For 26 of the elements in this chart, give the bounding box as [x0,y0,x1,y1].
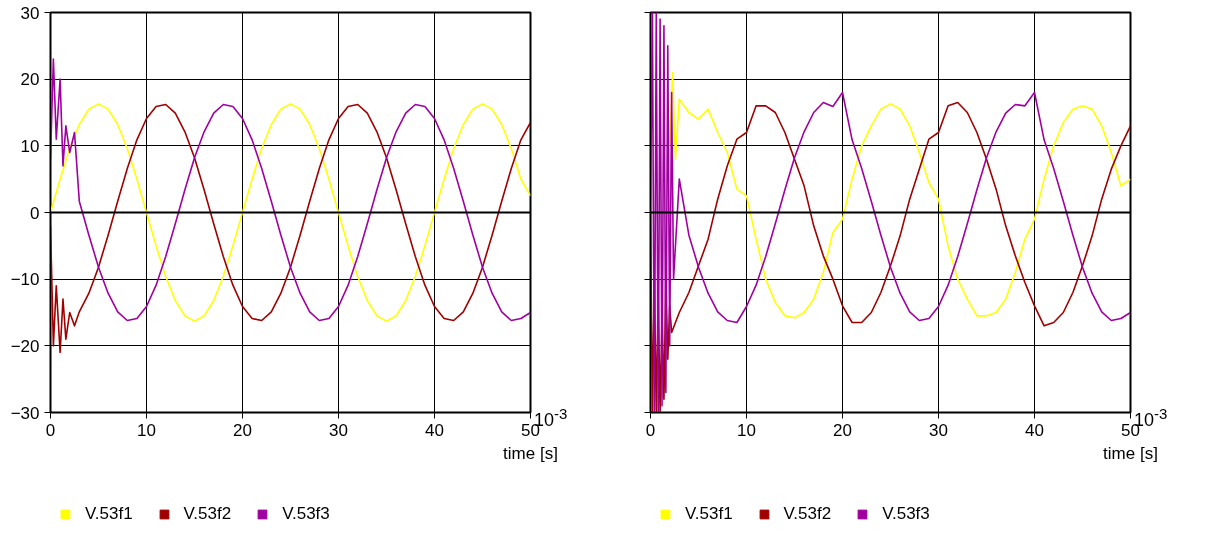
legend-label: V.53f3 [282,504,330,524]
y-tick-label: 20 [20,70,40,90]
x-tick-label: 10 [137,420,156,440]
line-series [50,58,531,322]
x-tick-label: 0 [45,420,56,440]
legend-label: V.53f2 [783,504,832,524]
x-axis-title: time [s] [1103,443,1158,463]
y-tick-label: −20 [10,336,40,356]
y-tick-label: 0 [30,203,40,223]
legend-label: V.53f3 [882,504,930,524]
x-tick-label: 20 [833,420,852,440]
x-tick-label: 10 [737,420,756,440]
legend-label: V.53f2 [183,504,232,524]
x-tick-label: 30 [329,420,348,440]
x-axis-title: time [s] [503,443,558,463]
x-tick-label: 40 [1025,420,1044,440]
y-tick-label: 30 [20,3,40,23]
legend-label: V.53f1 [685,504,733,524]
x-tick-label: 20 [233,420,252,440]
legend-label: V.53f1 [85,504,133,524]
x-tick-label: 0 [645,420,656,440]
x-tick-label: 40 [425,420,444,440]
y-tick-label: 10 [20,136,40,156]
y-tick-label: −30 [10,403,40,423]
y-tick-label: −10 [10,270,40,290]
x-tick-label: 30 [929,420,948,440]
